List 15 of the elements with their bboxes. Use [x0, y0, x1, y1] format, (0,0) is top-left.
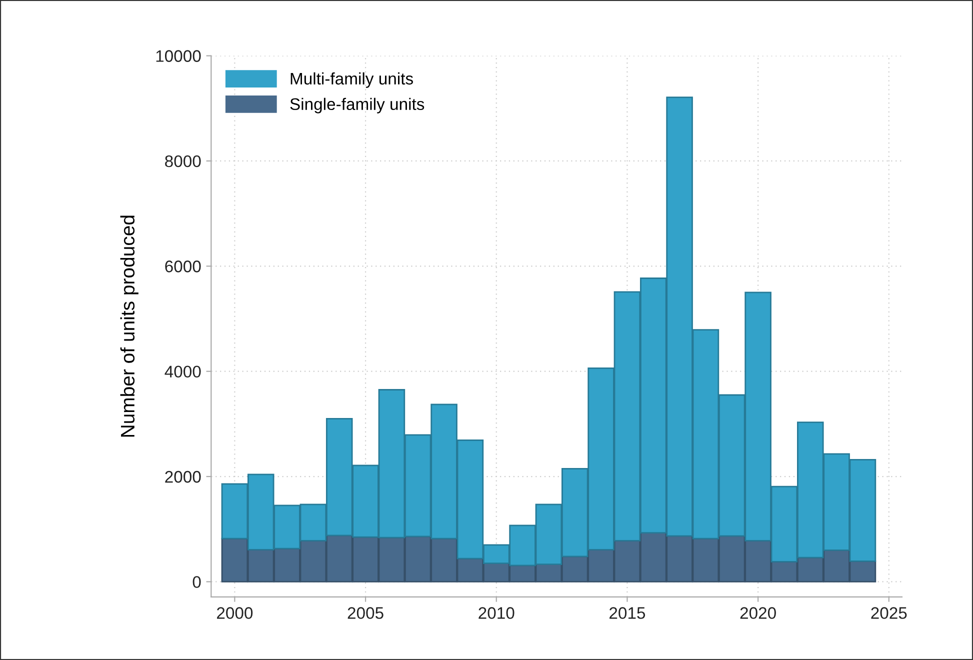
- y-tick-label: 2000: [165, 470, 201, 483]
- x-tick-label: 2005: [348, 607, 384, 619]
- x-tick-label: 2015: [610, 607, 646, 619]
- y-tick-label: 6000: [165, 260, 201, 272]
- y-axis-title: Number of units produced: [120, 216, 138, 437]
- legend-label: Single-family units: [290, 98, 424, 114]
- x-tick-label: 2000: [216, 607, 253, 619]
- y-tick-label: 10000: [156, 50, 201, 62]
- legend-label: Multi-family units: [290, 72, 413, 88]
- y-tick-label: 0: [192, 576, 201, 588]
- y-tick-label: 4000: [164, 366, 201, 378]
- x-tick-label: 2025: [871, 607, 907, 619]
- x-tick-label: 2020: [740, 607, 776, 619]
- y-tick-label: 8000: [165, 155, 201, 168]
- x-tick-label: 2010: [478, 607, 514, 619]
